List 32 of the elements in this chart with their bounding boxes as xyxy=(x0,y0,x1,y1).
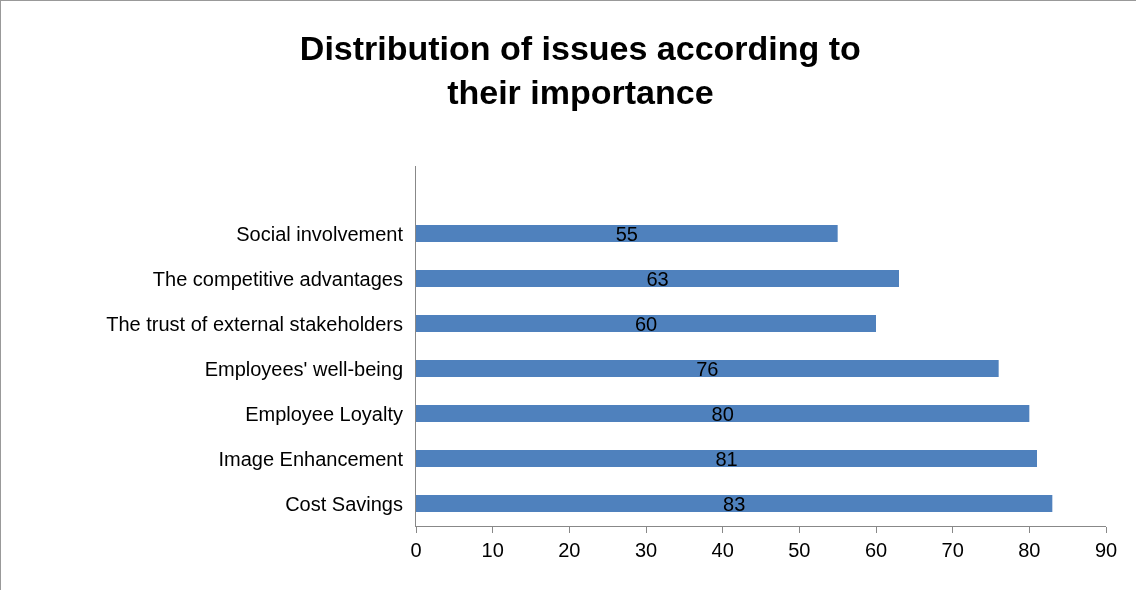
chart-title: Distribution of issues according to their importance xyxy=(299,29,861,112)
y-tick-label: The competitive advantages xyxy=(152,267,403,290)
bar xyxy=(416,314,876,333)
y-tick-label: The trust of external stakeholders xyxy=(106,312,403,335)
y-tick-label: Image Enhancement xyxy=(218,447,404,470)
x-tick-label: 10 xyxy=(481,539,504,561)
x-tick-label: 20 xyxy=(558,539,581,561)
x-tick-label: 50 xyxy=(788,539,811,561)
bar xyxy=(416,359,999,378)
bar xyxy=(416,494,1053,513)
bar xyxy=(416,269,899,288)
x-tick-label: 40 xyxy=(711,539,734,561)
data-label: 80 xyxy=(711,402,734,425)
y-tick-label: Employee Loyalty xyxy=(245,402,403,425)
x-tick-label: 90 xyxy=(1094,539,1118,561)
data-label: 76 xyxy=(696,357,719,380)
x-tick-label: 0 xyxy=(410,539,422,561)
x-tick-label: 80 xyxy=(1018,539,1041,561)
x-tick-label: 70 xyxy=(941,539,964,561)
bar xyxy=(416,224,838,243)
bar xyxy=(416,449,1037,468)
bar xyxy=(416,404,1030,423)
y-tick-label: Employees' well-being xyxy=(204,357,403,380)
data-label: 83 xyxy=(723,492,746,515)
y-tick-label: Social involvement xyxy=(236,222,404,245)
data-label: 63 xyxy=(646,267,669,290)
data-label: 60 xyxy=(634,312,658,335)
x-tick-label: 30 xyxy=(634,539,658,561)
x-tick-label: 60 xyxy=(864,539,888,561)
data-label: 81 xyxy=(715,447,738,470)
data-label: 55 xyxy=(615,222,638,245)
y-tick-label: Cost Savings xyxy=(285,492,403,515)
